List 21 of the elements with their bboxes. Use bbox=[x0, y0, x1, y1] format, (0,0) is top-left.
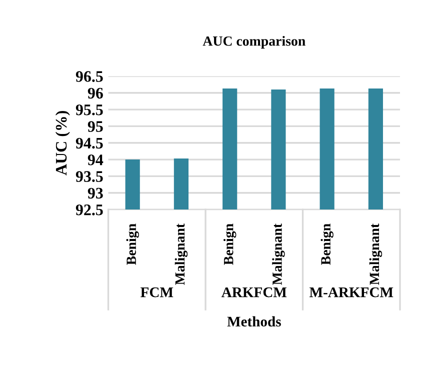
text: FCM bbox=[140, 287, 174, 298]
chart-title: AUC comparison bbox=[202, 36, 306, 49]
x-tick-label: Benign bbox=[126, 224, 139, 265]
y-tick-label: 94 bbox=[88, 154, 104, 166]
x-tick-label: Malignant bbox=[174, 224, 188, 285]
text: ARKFCM bbox=[221, 287, 287, 298]
y-tick-label: 95.5 bbox=[76, 104, 103, 116]
x-axis-title: Methods bbox=[227, 316, 281, 327]
y-tick-label: 93.5 bbox=[76, 171, 103, 182]
y-tick-label: 94.5 bbox=[76, 138, 103, 149]
y-tick-label: 96.5 bbox=[76, 71, 103, 82]
y-tick-label: 95 bbox=[88, 121, 103, 132]
text: M-ARKFCM bbox=[310, 287, 394, 298]
y-axis-title: AUC (%) bbox=[55, 110, 70, 176]
y-tick-label: 96 bbox=[88, 88, 103, 99]
x-tick-label: Malignant bbox=[369, 224, 382, 285]
x-tick-label: Benign bbox=[320, 224, 334, 265]
x-tick-label: Malignant bbox=[272, 224, 285, 285]
y-tick-label: 92.5 bbox=[76, 204, 103, 216]
x-tick-label: Benign bbox=[223, 224, 236, 265]
y-tick-label: 93 bbox=[88, 188, 103, 199]
